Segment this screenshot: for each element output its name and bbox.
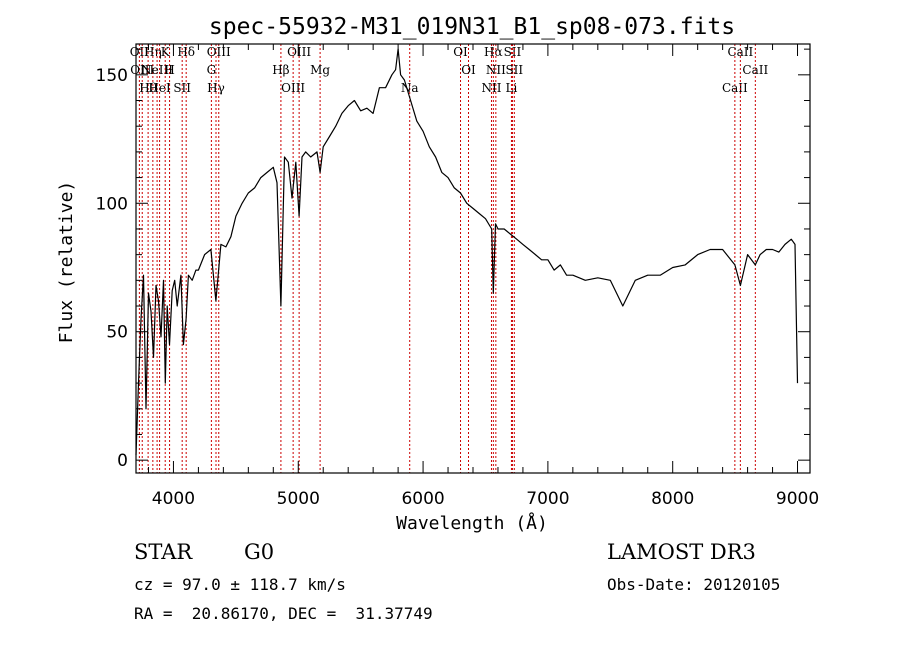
line-label: Hγ (207, 81, 225, 95)
line-label: K (161, 45, 171, 59)
obs-date-text: Obs-Date: 20120105 (607, 575, 781, 594)
line-label: OIII (281, 81, 305, 95)
spectrum-line (135, 48, 799, 456)
radec-text: RA = 20.86170, DEC = 31.37749 (134, 604, 433, 623)
line-label: CaII (742, 63, 768, 77)
x-tick-label: 9000 (776, 489, 819, 509)
line-label: OII (130, 45, 150, 59)
x-axis-label: Wavelength (Å) (396, 512, 548, 534)
line-label: Na (401, 81, 419, 95)
x-tick-label: 8000 (651, 489, 694, 509)
chart-title: spec-55932-M31_019N31_B1_sp08-073.fits (209, 14, 735, 40)
line-label: G (207, 63, 217, 77)
line-label: Hα (484, 45, 503, 59)
line-label: HeI (148, 81, 171, 95)
x-tick-label: 4000 (152, 489, 195, 509)
x-tick-label: 5000 (277, 489, 320, 509)
y-tick-label: 0 (117, 451, 128, 471)
line-label: NII (486, 63, 506, 77)
plot-frame (135, 43, 811, 474)
y-tick-label: 150 (96, 66, 128, 86)
cz-text: cz = 97.0 ± 118.7 km/s (134, 575, 346, 594)
line-label: Hβ (272, 63, 289, 77)
line-label: CaII (722, 81, 748, 95)
line-label: Hδ (177, 45, 195, 59)
line-label: OI (461, 63, 476, 77)
line-label: Li (506, 81, 518, 95)
line-label: Hη (144, 45, 162, 59)
y-tick-label: 50 (106, 323, 128, 343)
y-tick-label: 100 (96, 194, 128, 214)
y-axis-label: Flux (relative) (56, 181, 77, 344)
line-label: SII (505, 63, 523, 77)
line-label: Mg (310, 63, 330, 77)
line-label: OIII (207, 45, 231, 59)
line-label: SII (504, 45, 522, 59)
x-tick-label: 6000 (401, 489, 444, 509)
class-label: STAR (134, 540, 193, 564)
line-label: OIII (287, 45, 311, 59)
line-label: SII (173, 81, 191, 95)
line-label: NII (481, 81, 501, 95)
line-label: OI (453, 45, 468, 59)
line-label: CaII (727, 45, 753, 59)
survey-label: LAMOST DR3 (607, 540, 756, 564)
subclass-label: G0 (244, 540, 275, 564)
line-label: H (164, 63, 174, 77)
x-tick-label: 7000 (526, 489, 569, 509)
